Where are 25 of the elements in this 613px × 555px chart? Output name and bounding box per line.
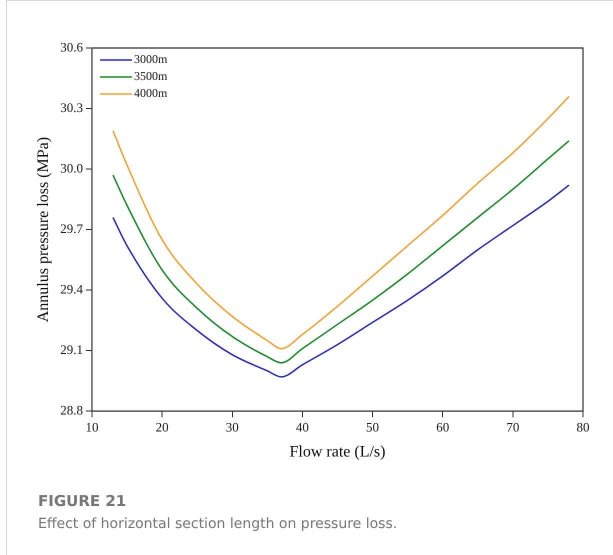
- text: Effect of horizontal section length on pressure loss.: [38, 516, 398, 532]
- x-tick-label: 40: [296, 419, 309, 434]
- legend-label: 3000m: [134, 52, 168, 66]
- y-tick-label: 30.3: [60, 100, 83, 115]
- y-tick-label: 30.6: [60, 39, 84, 54]
- x-tick-label: 30: [226, 419, 239, 434]
- x-tick-label: 20: [156, 419, 169, 434]
- legend-label: 3500m: [134, 69, 168, 84]
- x-tick-label: 80: [576, 419, 590, 434]
- y-tick-label: 29.4: [60, 282, 84, 297]
- line-series: [112, 96, 570, 350]
- x-tick-label: 50: [366, 419, 380, 434]
- y-tick-label: 28.8: [60, 402, 83, 418]
- caption: FIGURE 21: [38, 492, 128, 510]
- x-tick-label: 10: [85, 419, 98, 434]
- y-tick-label: 29.1: [60, 342, 83, 358]
- line-series: [112, 140, 570, 364]
- legend-label: 4000m: [134, 86, 168, 100]
- x-tick-label: 60: [436, 419, 450, 434]
- x-tick-label: 70: [506, 419, 520, 434]
- y-tick-label: 29.7: [60, 221, 84, 236]
- x-axis-title: Flow rate (L/s): [289, 444, 386, 461]
- y-axis-title: Annulus pressure loss (MPa): [34, 136, 52, 322]
- y-tick-label: 30.0: [60, 160, 83, 176]
- line-series: [112, 184, 570, 378]
